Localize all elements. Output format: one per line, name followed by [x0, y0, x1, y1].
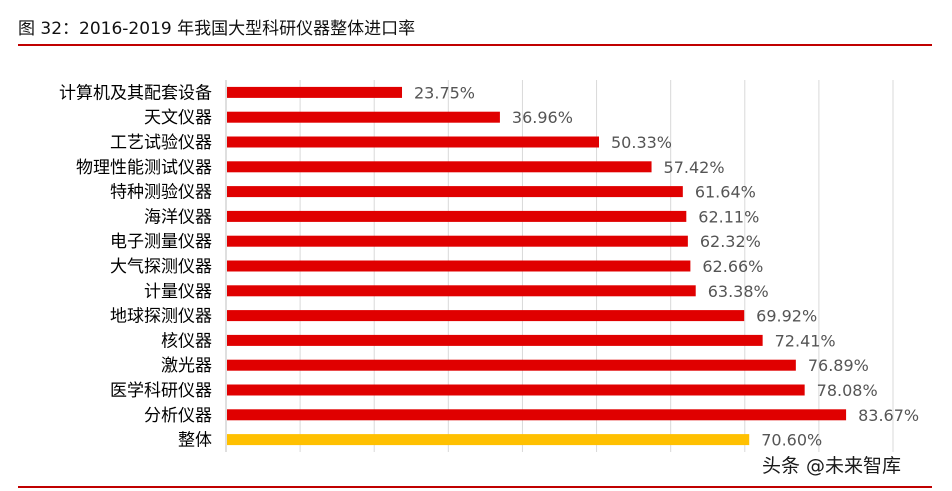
data-label: 50.33%	[611, 133, 672, 152]
bar	[227, 409, 847, 421]
data-label: 62.32%	[700, 232, 761, 251]
bar	[227, 260, 691, 272]
data-label: 61.64%	[695, 183, 756, 202]
category-label: 物理性能测试仪器	[76, 158, 212, 178]
bar	[227, 384, 805, 396]
bar	[227, 334, 763, 346]
category-label: 特种测验仪器	[110, 183, 212, 203]
category-label: 核仪器	[161, 331, 212, 351]
bar	[227, 111, 500, 123]
data-label: 62.11%	[698, 207, 759, 226]
category-label: 计量仪器	[144, 282, 212, 302]
category-label: 电子测量仪器	[110, 232, 212, 252]
chart-title: 图 32：2016-2019 年我国大型科研仪器整体进口率	[18, 19, 416, 39]
data-label: 63.38%	[708, 282, 769, 301]
category-label: 天文仪器	[144, 108, 212, 128]
category-label: 地球探测仪器	[110, 307, 212, 327]
category-label: 大气探测仪器	[110, 257, 212, 277]
bar	[227, 210, 687, 222]
bar	[227, 235, 688, 247]
category-label: 医学科研仪器	[110, 381, 212, 401]
bar	[227, 310, 745, 322]
data-label: 72.41%	[775, 331, 836, 350]
data-label: 23.75%	[414, 83, 475, 102]
bar	[227, 285, 696, 297]
category-label: 海洋仪器	[144, 207, 212, 227]
data-label: 83.67%	[858, 406, 919, 425]
category-label: 激光器	[161, 356, 212, 376]
category-label: 工艺试验仪器	[110, 133, 212, 153]
watermark: 头条 @未来智库	[762, 455, 902, 477]
title-rule	[18, 44, 932, 46]
category-label: 分析仪器	[144, 406, 212, 426]
bar	[227, 359, 796, 371]
bar	[227, 186, 683, 198]
bar	[227, 161, 652, 173]
footer-rule	[18, 486, 932, 488]
data-label: 78.08%	[817, 381, 878, 400]
data-label: 62.66%	[702, 257, 763, 276]
bar	[227, 136, 600, 148]
data-label: 57.42%	[664, 158, 725, 177]
data-label: 70.60%	[761, 431, 822, 450]
data-label: 36.96%	[512, 108, 573, 127]
data-label: 76.89%	[808, 356, 869, 375]
bar	[227, 434, 750, 446]
category-label: 计算机及其配套设备	[59, 83, 212, 103]
data-label: 69.92%	[756, 307, 817, 326]
bar	[227, 86, 403, 98]
category-label: 整体	[178, 431, 212, 451]
